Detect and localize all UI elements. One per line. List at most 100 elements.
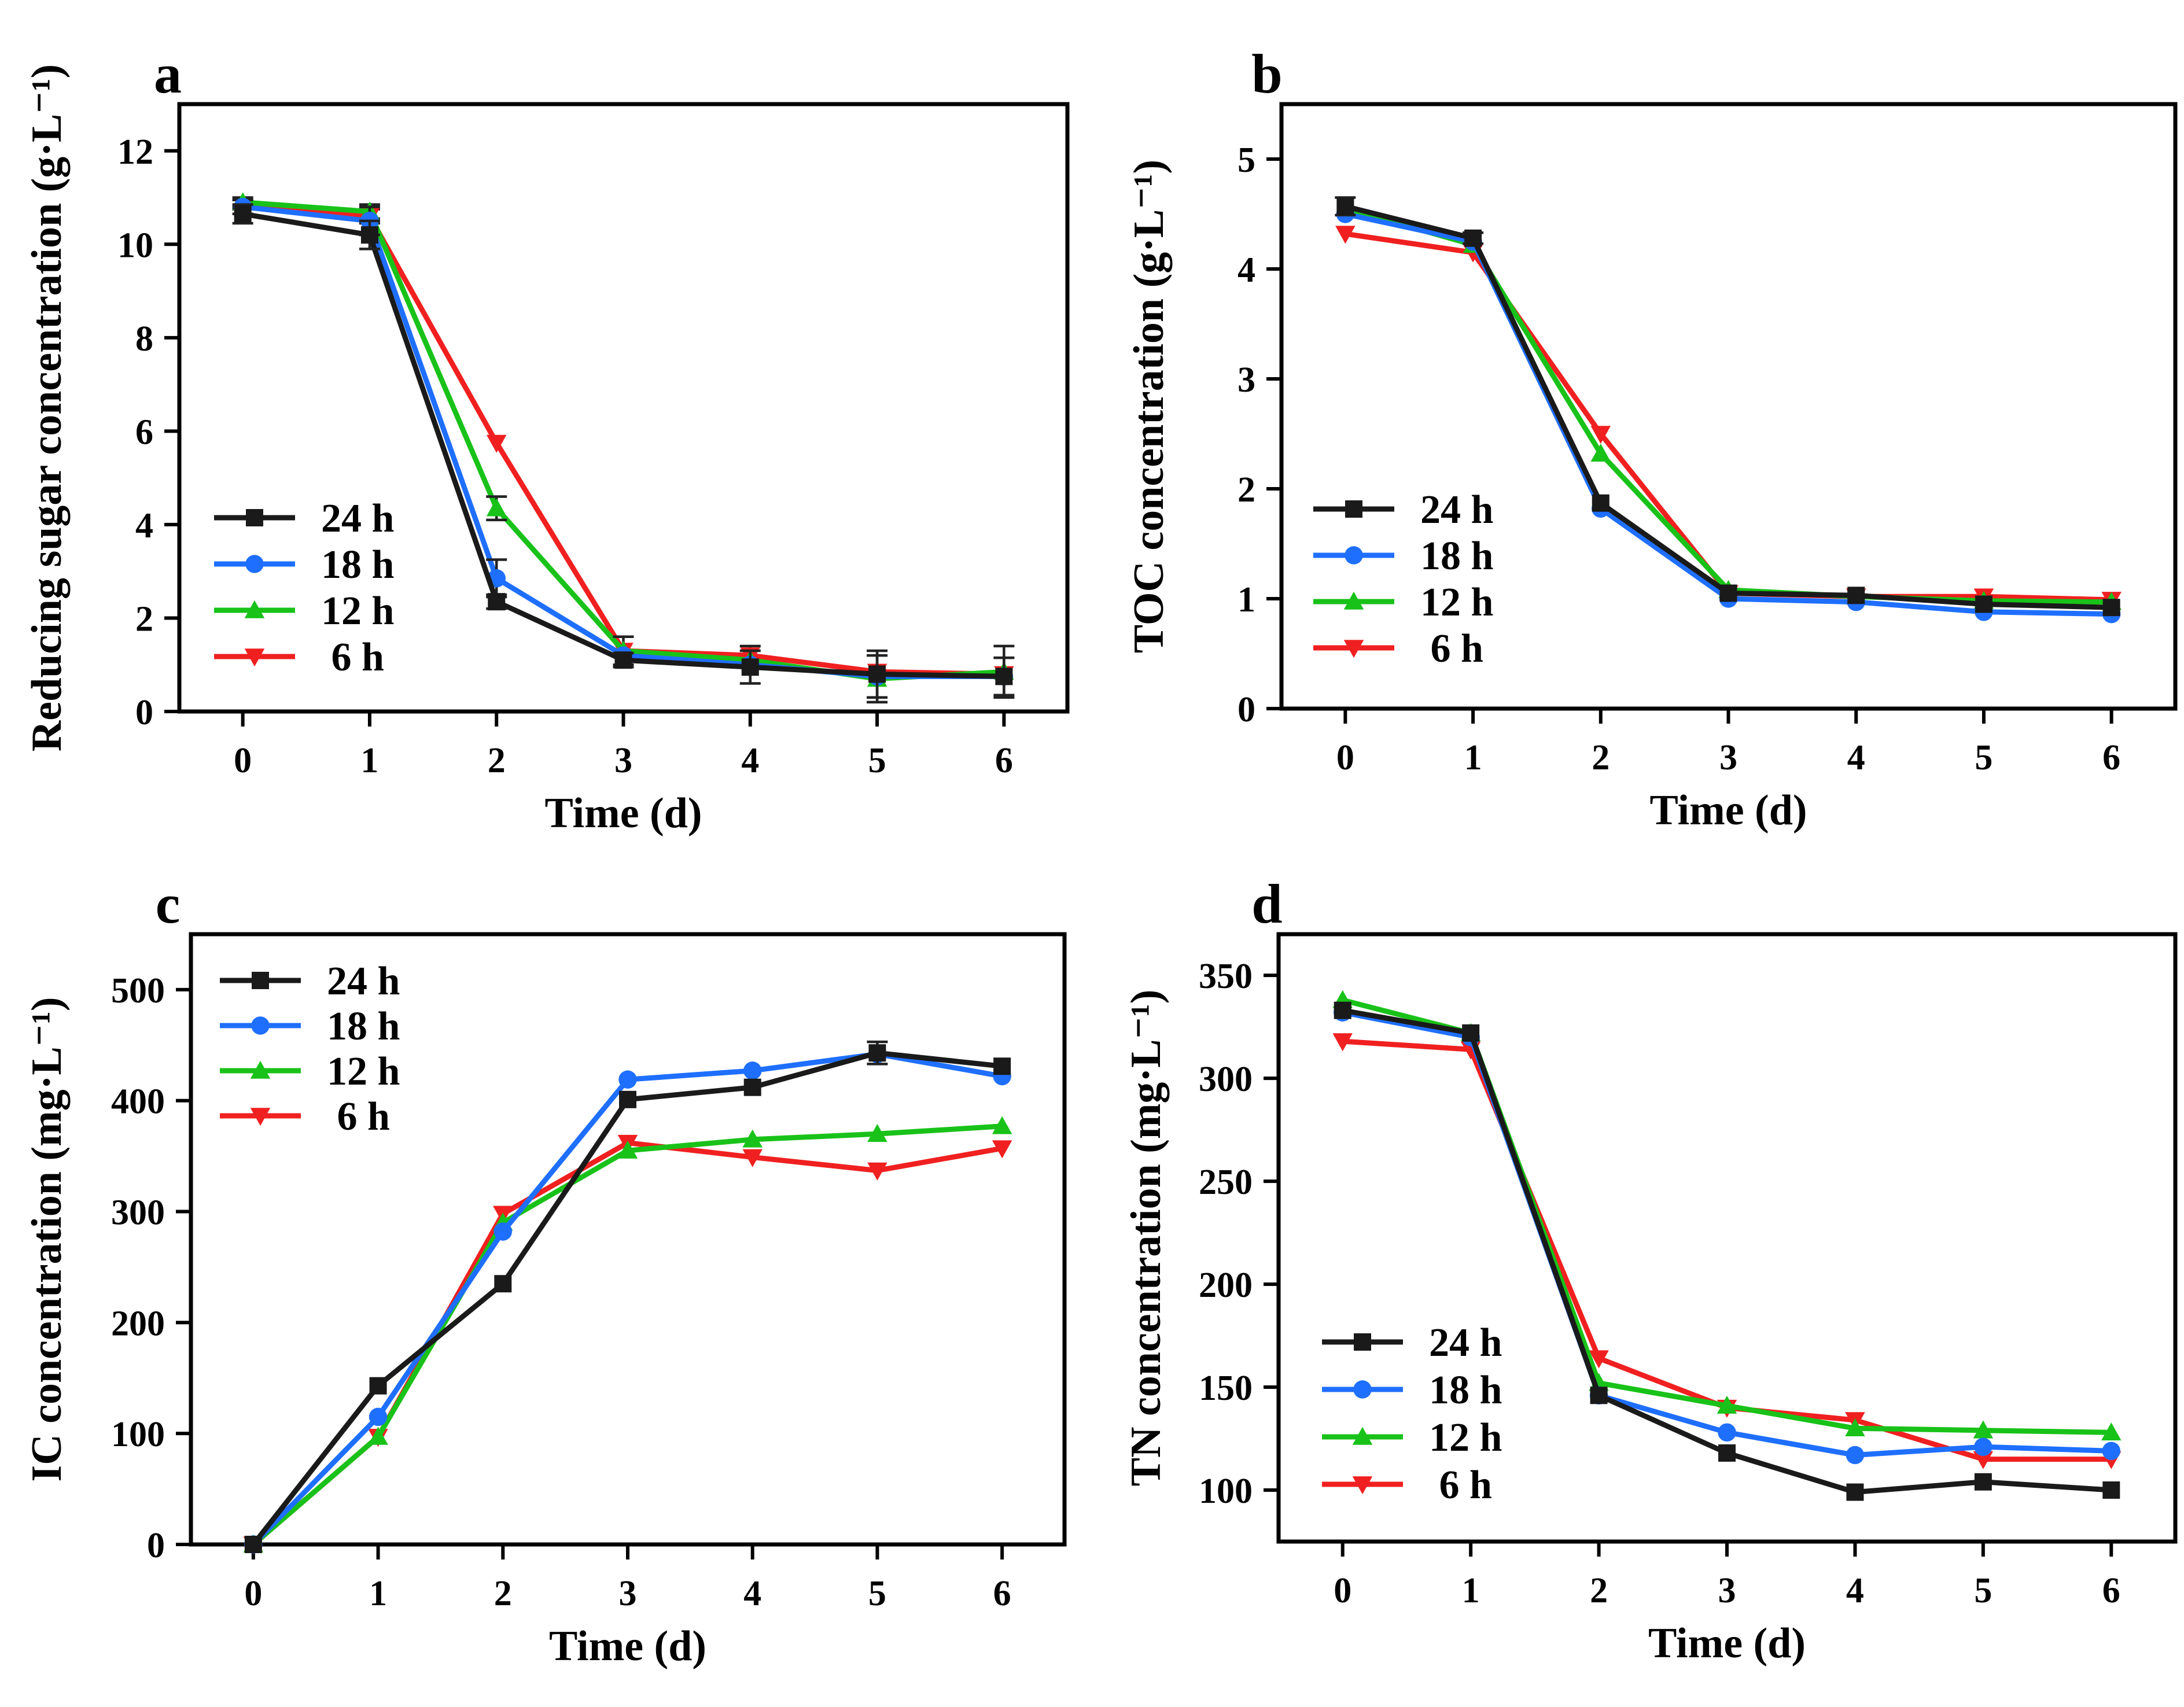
legend-label-24h: 24 h [327, 959, 400, 1004]
data-point-6h [1332, 1033, 1353, 1052]
legend-marker-6h [250, 1108, 271, 1126]
legend-label-18h: 18 h [321, 543, 394, 587]
y-tick-label: 350 [1199, 957, 1253, 996]
legend-marker-12h [1343, 591, 1364, 610]
y-axis-title: TOC concentration (g·L⁻¹) [1125, 160, 1173, 653]
x-tick-label: 6 [993, 1574, 1011, 1613]
x-tick-label: 4 [1847, 738, 1865, 777]
data-point-24h [244, 1536, 262, 1553]
legend-label-6h: 6 h [1420, 626, 1483, 671]
legend: 24 h18 h12 h 6 h [1313, 488, 1493, 671]
data-point-12h [1845, 1418, 1865, 1437]
panel-letter: b [1251, 43, 1282, 105]
data-point-18h [618, 1070, 637, 1089]
x-tick-label: 4 [1846, 1571, 1864, 1610]
legend-label-24h: 24 h [1429, 1321, 1502, 1365]
y-tick-label: 200 [111, 1304, 165, 1343]
data-point-12h [368, 1426, 388, 1445]
x-tick-label: 1 [369, 1574, 387, 1613]
legend-label-6h: 6 h [321, 635, 384, 680]
data-point-18h [2102, 1441, 2121, 1461]
data-point-18h [1718, 1423, 1736, 1442]
legend: 24 h18 h12 h 6 h [220, 959, 400, 1139]
y-tick-label: 0 [1238, 690, 1255, 729]
data-point-24h [619, 1090, 636, 1108]
panel-b: 0 1 2 3 4 5 6 0 1 2 3 4 5 Time (d) TOC concentration (… [1125, 43, 2178, 834]
legend-marker-6h [1343, 640, 1364, 658]
data-point-6h [486, 434, 507, 453]
data-point-12h [486, 498, 507, 517]
y-tick-label: 0 [135, 693, 153, 732]
data-point-24h [1974, 1473, 1992, 1491]
x-tick-label: 0 [1334, 1571, 1351, 1610]
y-tick-label: 6 [135, 412, 153, 452]
y-tick-label: 4 [135, 506, 153, 545]
legend-marker-12h [1352, 1426, 1373, 1445]
panel-d: 0 1 2 3 4 5 6 100 150 200 250 300 350 Time (d) TN conc… [1122, 873, 2178, 1667]
data-point-12h [867, 1124, 887, 1142]
legend-label-12h: 12 h [327, 1049, 400, 1094]
data-point-24h [995, 668, 1013, 685]
legend: 24 h18 h12 h 6 h [214, 496, 394, 680]
x-tick-label: 1 [1464, 738, 1482, 777]
data-point-24h [1336, 197, 1354, 215]
legend-label-12h: 12 h [1429, 1415, 1502, 1460]
x-tick-label: 0 [1336, 738, 1354, 777]
legend-label-6h: 6 h [1429, 1463, 1492, 1507]
legend: 24 h18 h12 h 6 h [1322, 1321, 1502, 1507]
legend-label-18h: 18 h [1429, 1368, 1502, 1413]
data-point-24h [868, 665, 886, 683]
data-point-24h [741, 658, 759, 676]
legend-marker-18h [245, 555, 264, 573]
legend-label-24h: 24 h [321, 496, 394, 541]
data-point-24h [494, 1275, 512, 1293]
y-tick-label: 4 [1238, 250, 1255, 290]
data-point-18h [369, 1407, 388, 1426]
data-point-12h [742, 1129, 763, 1148]
data-point-24h [1590, 1387, 1608, 1404]
data-point-18h [1846, 1446, 1865, 1465]
x-tick-label: 5 [1974, 1571, 1992, 1610]
data-point-24h [1718, 1444, 1736, 1462]
y-axis-title: Reducing sugar concentration (g·L⁻¹) [23, 64, 71, 751]
data-point-24h [488, 593, 506, 611]
legend-marker-24h [252, 972, 269, 989]
legend-marker-12h [244, 600, 265, 618]
x-tick-label: 1 [1462, 1571, 1480, 1610]
data-point-24h [743, 1078, 761, 1096]
y-axis-title: IC concentration (mg·L⁻¹) [23, 997, 71, 1481]
y-tick-label: 150 [1199, 1369, 1253, 1408]
panel-letter: c [156, 873, 181, 935]
plot-frame [1279, 102, 2178, 711]
x-tick-label: 5 [1975, 738, 1993, 777]
data-point-24h [1462, 1024, 1480, 1042]
data-point-12h [617, 1140, 638, 1159]
series-line-12h [251, 1123, 1003, 1547]
y-tick-label: 10 [117, 226, 153, 265]
data-point-24h [2102, 1481, 2120, 1499]
x-tick-label: 2 [1590, 1571, 1608, 1610]
y-tick-label: 5 [1238, 141, 1255, 180]
data-point-12h [1590, 443, 1611, 462]
data-point-6h [1973, 1451, 1994, 1469]
data-point-24h [1334, 1001, 1351, 1019]
series-24h [244, 1040, 1011, 1553]
y-tick-label: 100 [111, 1415, 165, 1454]
data-point-6h [742, 1149, 763, 1167]
legend-marker-24h [246, 509, 263, 526]
x-tick-label: 2 [1592, 738, 1610, 777]
data-point-24h [1975, 595, 1993, 613]
x-tick-label: 3 [619, 1574, 637, 1613]
y-tick-label: 8 [135, 319, 153, 359]
x-tick-label: 6 [995, 741, 1013, 780]
data-point-24h [369, 1377, 387, 1395]
series-24h [232, 203, 1015, 699]
y-tick-label: 2 [1238, 470, 1255, 510]
legend-marker-18h [1345, 546, 1363, 565]
x-axis-title: Time (d) [1649, 787, 1807, 834]
data-point-18h [1974, 1437, 1993, 1457]
data-point-24h [868, 1044, 886, 1062]
x-tick-label: 2 [494, 1574, 512, 1613]
